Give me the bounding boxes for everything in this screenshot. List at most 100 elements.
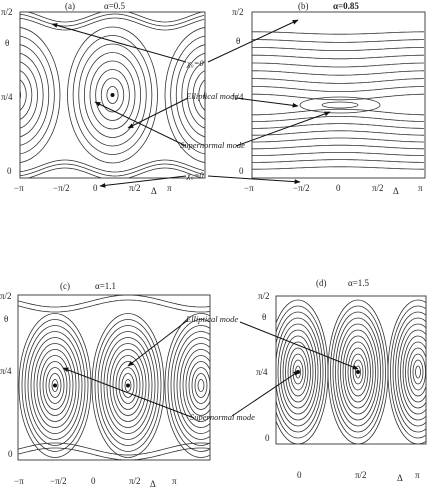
x-tick-label: −π bbox=[14, 476, 24, 486]
contour bbox=[20, 79, 27, 111]
x-tick-label: 0 bbox=[93, 183, 98, 193]
contour bbox=[252, 159, 424, 163]
contour bbox=[20, 70, 33, 120]
contour bbox=[330, 305, 386, 439]
contour bbox=[188, 361, 210, 410]
contour bbox=[192, 70, 205, 120]
plot-frame bbox=[251, 11, 426, 179]
contour bbox=[181, 52, 205, 138]
x-tick-label: Δ bbox=[151, 186, 157, 196]
contour bbox=[321, 101, 359, 109]
contour bbox=[415, 365, 421, 379]
contour bbox=[252, 123, 424, 129]
panel-label: (b) bbox=[298, 1, 309, 11]
contour bbox=[20, 90, 22, 100]
x-tick-label: π bbox=[172, 476, 177, 486]
contour bbox=[91, 313, 165, 458]
contour bbox=[106, 86, 119, 104]
contours bbox=[18, 295, 210, 460]
center-point bbox=[53, 383, 57, 388]
contour bbox=[276, 311, 324, 433]
y-tick-label: π/2 bbox=[258, 291, 270, 301]
contour bbox=[352, 359, 364, 385]
contour bbox=[100, 331, 156, 440]
contour bbox=[350, 353, 366, 391]
center-point bbox=[356, 370, 360, 374]
x-tick-label: π/2 bbox=[129, 476, 141, 486]
contour bbox=[252, 130, 424, 136]
contour bbox=[42, 361, 68, 410]
contour bbox=[20, 17, 205, 31]
y-tick-label: θ bbox=[4, 314, 8, 324]
y-tick-label: 0 bbox=[7, 166, 12, 176]
contour bbox=[112, 355, 144, 416]
y-tick-label: π/4 bbox=[1, 92, 13, 102]
contour bbox=[292, 359, 304, 385]
contour bbox=[173, 331, 210, 440]
contour bbox=[299, 96, 381, 114]
contour bbox=[287, 347, 309, 397]
x-tick-label: π bbox=[415, 470, 420, 480]
x-tick-label: 0 bbox=[91, 476, 96, 486]
contour bbox=[103, 337, 153, 434]
contour bbox=[252, 47, 424, 51]
contour bbox=[89, 60, 136, 130]
contour bbox=[252, 152, 424, 156]
contour bbox=[347, 347, 369, 397]
contour bbox=[67, 26, 158, 164]
contours bbox=[276, 299, 426, 444]
contour bbox=[95, 69, 130, 121]
contour bbox=[24, 325, 86, 446]
contour bbox=[20, 27, 61, 163]
contour bbox=[252, 39, 424, 43]
x-tick-label: −π bbox=[14, 183, 24, 193]
contour bbox=[185, 355, 210, 416]
x-tick-label: π bbox=[418, 183, 423, 193]
contour bbox=[395, 317, 426, 427]
contour bbox=[21, 319, 89, 452]
contour bbox=[118, 367, 138, 404]
contour bbox=[18, 442, 210, 456]
contour bbox=[20, 13, 205, 27]
annotation: Elliptical mode bbox=[185, 314, 238, 324]
y-tick-label: π/4 bbox=[256, 367, 268, 377]
x-tick-label: 0 bbox=[297, 470, 302, 480]
contour bbox=[197, 379, 205, 392]
contour bbox=[252, 70, 424, 76]
x-tick-label: π/2 bbox=[355, 470, 367, 480]
contour bbox=[167, 319, 210, 452]
contour bbox=[252, 144, 424, 150]
y-tick-label: θ bbox=[262, 312, 266, 322]
contour bbox=[345, 341, 371, 403]
panel-alpha: α=0.5 bbox=[104, 1, 126, 11]
contour bbox=[78, 43, 147, 147]
contour bbox=[280, 329, 316, 415]
panel-label: (c) bbox=[60, 281, 70, 291]
contour bbox=[276, 305, 326, 439]
contour bbox=[285, 341, 311, 403]
contour bbox=[97, 325, 159, 446]
contour bbox=[121, 373, 135, 398]
contour bbox=[170, 325, 210, 446]
y-tick-label: π/4 bbox=[0, 366, 12, 376]
contour bbox=[252, 93, 424, 101]
x-tick-label: π/2 bbox=[129, 183, 141, 193]
y-tick-label: θ bbox=[236, 36, 240, 46]
x-tick-label: Δ bbox=[393, 186, 399, 196]
contour bbox=[164, 313, 210, 458]
contour bbox=[106, 343, 150, 428]
plot-frame bbox=[19, 11, 206, 179]
contour bbox=[26, 167, 204, 178]
contour bbox=[332, 311, 384, 433]
y-tick-label: 0 bbox=[8, 449, 13, 459]
contour bbox=[335, 317, 381, 427]
x-tick-label: −π/2 bbox=[53, 183, 70, 193]
contour bbox=[20, 159, 205, 173]
contours bbox=[252, 31, 424, 170]
contour bbox=[18, 295, 210, 308]
contours bbox=[20, 12, 205, 178]
panel-alpha: α=1.1 bbox=[95, 281, 116, 291]
x-tick-label: Δ bbox=[397, 473, 403, 483]
